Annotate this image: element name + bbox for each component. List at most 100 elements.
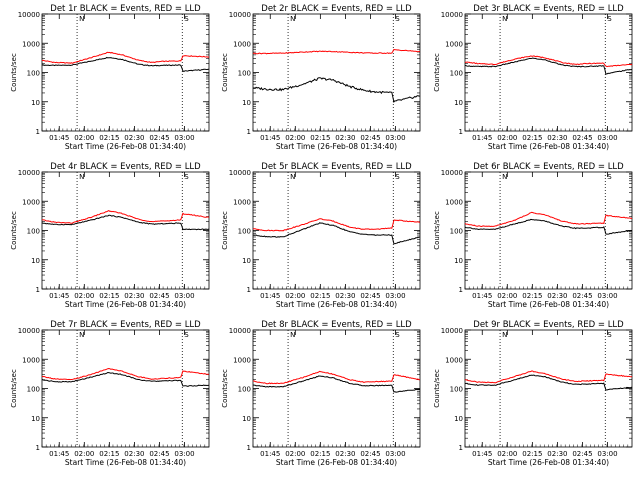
x-tick-label: 02:00: [497, 450, 517, 458]
y-tick-label: 1000: [445, 40, 463, 48]
x-tick-label: 02:45: [360, 450, 380, 458]
x-tick-label: 02:00: [497, 134, 517, 142]
y-tick-label: 1: [459, 286, 463, 294]
x-tick-label: 01:45: [49, 292, 69, 300]
x-tick-label: 01:45: [260, 134, 280, 142]
x-tick-label: 02:15: [522, 292, 542, 300]
panel-title: Det 3r BLACK = Events, RED = LLD: [473, 4, 624, 14]
events-series-line: [252, 375, 421, 393]
plot-frame: [464, 171, 633, 290]
x-tick-label: 02:30: [124, 134, 144, 142]
y-tick-label: 10: [242, 257, 251, 265]
saa-marker-label: S: [395, 15, 400, 23]
y-tick-label: 10000: [229, 169, 251, 177]
x-axis-label: Start Time (26-Feb-08 01:34:40): [488, 300, 609, 309]
saa-marker-label: S: [184, 331, 189, 339]
x-tick-label: 02:45: [360, 134, 380, 142]
x-tick-label: 02:00: [74, 292, 94, 300]
saa-marker-label: S: [607, 173, 612, 181]
x-tick-label: 02:15: [310, 450, 330, 458]
y-axis-label: Counts/sec: [221, 369, 229, 408]
y-tick-label: 100: [238, 228, 251, 236]
x-tick-label: 03:00: [385, 134, 405, 142]
saa-marker-label: N: [502, 173, 507, 181]
x-tick-label: 02:15: [99, 292, 119, 300]
x-tick-label: 02:30: [335, 134, 355, 142]
y-tick-label: 10000: [229, 11, 251, 19]
panel-title: Det 9r BLACK = Events, RED = LLD: [473, 320, 624, 330]
x-axis-label: Start Time (26-Feb-08 01:34:40): [488, 458, 609, 467]
x-axis-label: Start Time (26-Feb-08 01:34:40): [488, 142, 609, 151]
y-tick-label: 10000: [441, 169, 463, 177]
x-tick-label: 02:15: [99, 450, 119, 458]
saa-marker-label: N: [79, 15, 84, 23]
y-tick-label: 10: [242, 99, 251, 107]
panel-title: Det 8r BLACK = Events, RED = LLD: [261, 320, 412, 330]
panel-title: Det 4r BLACK = Events, RED = LLD: [50, 162, 201, 172]
x-tick-label: 02:45: [149, 292, 169, 300]
panel-title: Det 5r BLACK = Events, RED = LLD: [261, 162, 412, 172]
y-axis-label: Counts/sec: [433, 53, 441, 92]
y-tick-label: 1: [36, 444, 40, 452]
x-tick-label: 02:30: [124, 450, 144, 458]
events-series-line: [464, 374, 633, 391]
lld-series-line: [252, 218, 421, 232]
y-tick-label: 100: [27, 70, 40, 78]
x-tick-label: 01:45: [49, 450, 69, 458]
y-tick-label: 1000: [233, 198, 251, 206]
panel-det-6r: Det 6r BLACK = Events, RED = LLD 1 10 100 10…: [433, 162, 633, 309]
panel-det-4r: Det 4r BLACK = Events, RED = LLD 1 10 100 10…: [10, 162, 210, 309]
x-tick-label: 02:45: [572, 134, 592, 142]
saa-marker-label: S: [607, 15, 612, 23]
x-axis-label: Start Time (26-Feb-08 01:34:40): [276, 300, 397, 309]
y-tick-label: 1000: [445, 356, 463, 364]
lld-series-line: [41, 51, 210, 64]
y-tick-label: 10: [454, 257, 463, 265]
y-tick-label: 100: [450, 386, 463, 394]
plot-frame: [464, 329, 633, 448]
lld-series-line: [464, 211, 633, 228]
events-series-line: [41, 56, 210, 72]
saa-marker-label: S: [395, 173, 400, 181]
x-tick-label: 01:45: [260, 292, 280, 300]
events-series-line: [252, 222, 420, 245]
x-tick-label: 02:45: [572, 450, 592, 458]
plot-frame: [252, 13, 421, 132]
saa-marker-label: S: [607, 331, 612, 339]
saa-marker-label: S: [184, 173, 189, 181]
x-axis-label: Start Time (26-Feb-08 01:34:40): [65, 300, 186, 309]
x-tick-label: 03:00: [174, 450, 194, 458]
x-tick-label: 02:00: [285, 450, 305, 458]
y-tick-label: 1000: [22, 40, 40, 48]
plot-frame: [41, 329, 210, 448]
y-axis-label: Counts/sec: [433, 211, 441, 250]
x-tick-label: 01:45: [472, 292, 492, 300]
y-axis-label: Counts/sec: [433, 369, 441, 408]
saa-marker-label: N: [502, 15, 507, 23]
y-tick-label: 1000: [445, 198, 463, 206]
y-tick-label: 1000: [233, 356, 251, 364]
x-axis-label: Start Time (26-Feb-08 01:34:40): [65, 142, 186, 151]
y-tick-label: 10000: [441, 11, 463, 19]
events-series-line: [41, 214, 210, 231]
y-tick-label: 100: [450, 70, 463, 78]
panel-det-5r: Det 5r BLACK = Events, RED = LLD 1 10 100 10…: [221, 162, 421, 309]
y-tick-label: 100: [238, 70, 251, 78]
x-tick-label: 03:00: [174, 292, 194, 300]
saa-marker-label: N: [79, 331, 84, 339]
events-series-line: [41, 371, 210, 387]
y-axis-label: Counts/sec: [10, 369, 18, 408]
y-tick-label: 10: [242, 415, 251, 423]
lld-series-line: [252, 370, 420, 385]
y-tick-label: 100: [27, 228, 40, 236]
y-tick-label: 10: [31, 257, 40, 265]
panel-det-1r: Det 1r BLACK = Events, RED = LLD 1 10 100 10…: [10, 4, 210, 151]
x-tick-label: 02:15: [522, 450, 542, 458]
x-tick-label: 02:00: [74, 450, 94, 458]
x-tick-label: 02:45: [149, 134, 169, 142]
y-tick-label: 10000: [441, 327, 463, 335]
x-tick-label: 02:15: [310, 134, 330, 142]
x-tick-label: 02:00: [285, 292, 305, 300]
